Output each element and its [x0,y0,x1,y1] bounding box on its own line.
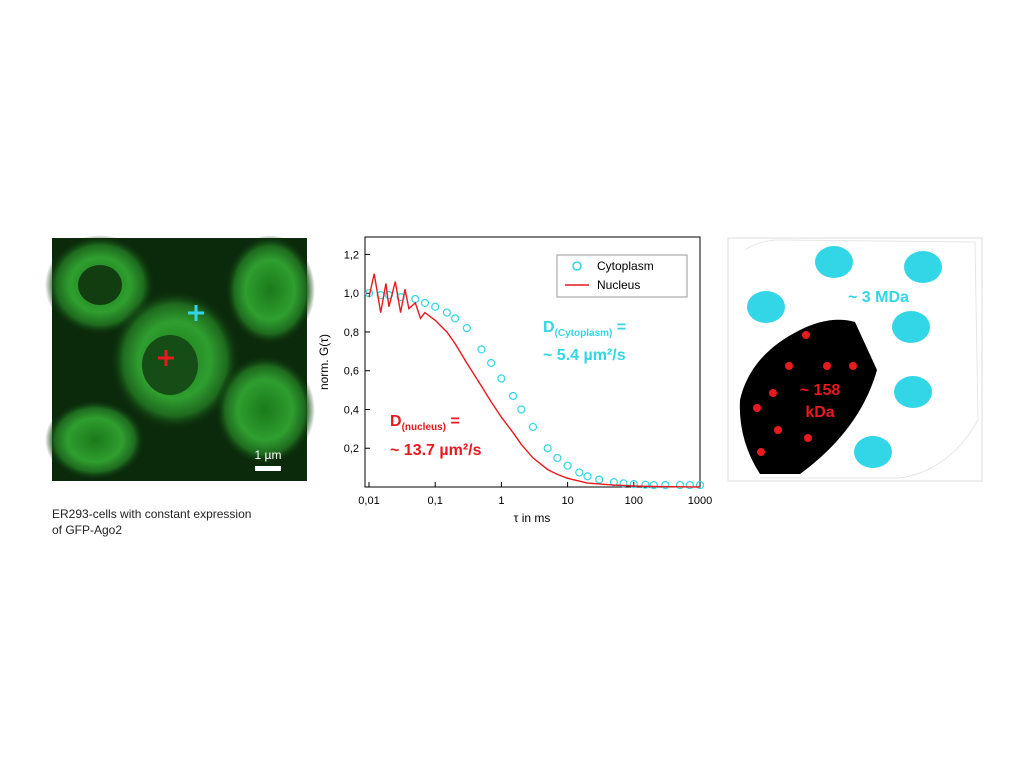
cell [215,355,315,465]
data-point [675,480,685,490]
complex [892,311,930,343]
annotation-subscript: (Cytoplasm) [555,328,613,339]
data-point [595,475,604,484]
dot [802,331,810,339]
data-point [563,461,572,470]
data-point [553,453,562,463]
y-tick-label: 0,4 [344,404,359,416]
data-point [411,294,420,304]
cell [225,235,315,345]
legend-label: Cytoplasm [597,259,654,273]
data-point [442,308,451,317]
x-axis-label: τ in ms [514,511,551,525]
data-point [575,468,584,477]
dot [757,448,765,456]
data-point [462,323,471,333]
diagram: ~ 3 MDa ~ 158 kDa [727,237,983,482]
data-point [420,298,430,307]
data-point [543,444,552,453]
data-point [619,479,628,488]
y-tick-label: 0,2 [344,443,359,455]
microscopy-image: 1 µm [45,235,315,481]
annotation-text: D [390,413,402,430]
x-tick-label: 1 [498,495,504,507]
dot [785,362,793,370]
scale-label: 1 µm [255,448,282,462]
data-point [431,302,440,311]
outer-label: ~ 3 MDa [848,289,909,306]
legend-label: Nucleus [597,278,640,292]
data-point [497,374,506,383]
dot [823,362,831,370]
scale-bar [255,466,281,471]
nucleus-shape [739,319,877,474]
x-tick-label: 0,1 [428,495,443,507]
dot [769,389,777,397]
data-point [477,345,486,354]
cell [45,400,145,480]
x-tick-label: 10 [561,495,573,507]
legend-marker [572,261,582,271]
complex [894,376,932,408]
y-axis-label: norm. G(τ) [317,334,331,390]
x-tick-label: 100 [625,495,643,507]
caption: ER293-cells with constant expression [52,507,251,521]
data-point [649,480,658,490]
caption: of GFP-Ago2 [52,523,122,537]
cell-outline [744,239,979,479]
annotation-subscript: (nucleus) [402,422,446,433]
data-point [517,405,526,414]
chart: τ in ms norm. G(τ) D(Cytoplasm) = ~ 5.4 … [317,236,712,525]
data-point [685,480,694,490]
inner-label: ~ 158 [800,382,841,399]
inner-label: kDa [805,404,834,421]
annotation: D(Cytoplasm) = [543,319,626,339]
y-tick-label: 1,0 [344,288,359,300]
y-tick-label: 0,8 [344,327,359,339]
annotation: ~ 5.4 µm²/s [543,347,626,364]
data-point [583,472,592,481]
data-point [641,480,650,489]
data-point [487,358,496,368]
protein-dots [753,331,857,456]
annotation: ~ 13.7 µm²/s [390,442,482,459]
complex [747,291,785,323]
nucleus [142,335,198,395]
plot-frame [364,236,701,488]
annotation: D(nucleus) = [390,413,460,433]
data-point [629,479,638,489]
dot [753,404,761,412]
x-tick-label: 1000 [688,495,712,507]
complex [904,251,942,283]
annotation-text: = [446,413,460,430]
nucleus [78,265,122,305]
data-point [695,480,705,490]
annotation-text: = [612,319,626,336]
y-tick-label: 1,2 [344,249,359,261]
complex [854,436,892,468]
data-line [368,273,701,488]
x-tick-label: 0,01 [358,495,379,507]
complex [815,246,853,278]
annotation-text: D [543,319,555,336]
dot [774,426,782,434]
data-point [661,480,670,490]
data-point [451,314,460,323]
data-point [508,391,518,401]
dot [804,434,812,442]
dot [849,362,857,370]
data-point [528,422,538,432]
y-tick-label: 0,6 [344,366,359,378]
